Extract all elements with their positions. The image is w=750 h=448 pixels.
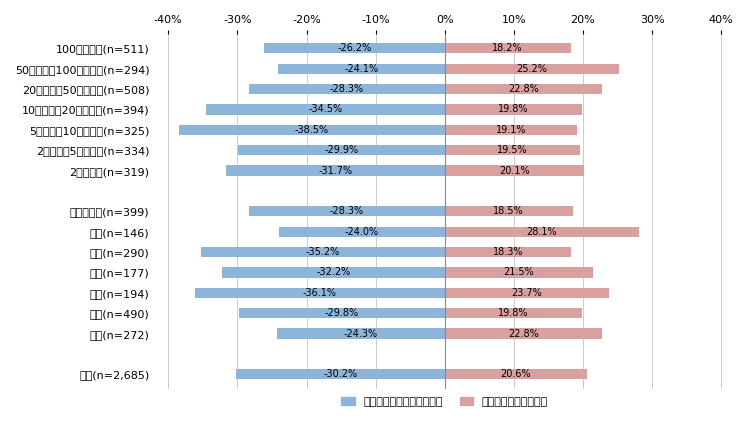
Bar (236, 369, 445, 379)
Bar (445, 206, 572, 216)
Bar (226, 165, 445, 176)
Text: 23.7%: 23.7% (512, 288, 542, 298)
Bar (445, 64, 619, 74)
Text: 18.2%: 18.2% (492, 43, 523, 53)
Bar (445, 308, 581, 318)
Text: -36.1%: -36.1% (303, 288, 337, 298)
Bar (249, 84, 445, 94)
Bar (249, 206, 445, 216)
Bar (178, 125, 445, 135)
Text: -26.2%: -26.2% (337, 43, 371, 53)
Text: 19.1%: 19.1% (496, 125, 526, 135)
Text: -28.3%: -28.3% (330, 206, 364, 216)
Text: 19.8%: 19.8% (498, 308, 529, 318)
Text: -30.2%: -30.2% (323, 369, 358, 379)
Bar (222, 267, 445, 277)
Bar (445, 104, 581, 115)
Text: 19.5%: 19.5% (496, 145, 527, 155)
Bar (445, 145, 580, 155)
Text: -24.1%: -24.1% (344, 64, 379, 73)
Text: 22.8%: 22.8% (509, 84, 539, 94)
Text: 21.5%: 21.5% (504, 267, 535, 277)
Text: 22.8%: 22.8% (509, 328, 539, 339)
Text: 19.8%: 19.8% (498, 104, 529, 114)
Text: 25.2%: 25.2% (517, 64, 548, 73)
Bar (445, 165, 584, 176)
Text: 28.1%: 28.1% (526, 227, 557, 237)
Text: -24.0%: -24.0% (345, 227, 379, 237)
Bar (238, 145, 445, 155)
Bar (445, 328, 602, 339)
Text: -24.3%: -24.3% (344, 328, 378, 339)
Text: 18.3%: 18.3% (493, 247, 524, 257)
Bar (264, 43, 445, 53)
Text: -32.2%: -32.2% (316, 267, 350, 277)
Bar (445, 43, 571, 53)
Bar (445, 247, 572, 257)
Bar (278, 64, 445, 74)
Legend: 応えることが難しくなる計, 応えることができる計: 応えることが難しくなる計, 応えることができる計 (337, 392, 553, 411)
Bar (445, 288, 608, 298)
Text: 20.1%: 20.1% (499, 166, 530, 176)
Text: -34.5%: -34.5% (308, 104, 343, 114)
Bar (445, 267, 593, 277)
Text: 18.5%: 18.5% (494, 206, 524, 216)
Text: -29.8%: -29.8% (325, 308, 358, 318)
Bar (238, 308, 445, 318)
Text: -38.5%: -38.5% (295, 125, 328, 135)
Text: -28.3%: -28.3% (330, 84, 364, 94)
Text: -31.7%: -31.7% (318, 166, 352, 176)
Bar (445, 84, 602, 94)
Text: 20.6%: 20.6% (500, 369, 531, 379)
Bar (277, 328, 445, 339)
Text: -29.9%: -29.9% (324, 145, 358, 155)
Bar (206, 104, 445, 115)
Bar (279, 227, 445, 237)
Bar (202, 247, 445, 257)
Text: -35.2%: -35.2% (306, 247, 340, 257)
Bar (195, 288, 445, 298)
Bar (445, 369, 587, 379)
Bar (445, 227, 639, 237)
Bar (445, 125, 577, 135)
